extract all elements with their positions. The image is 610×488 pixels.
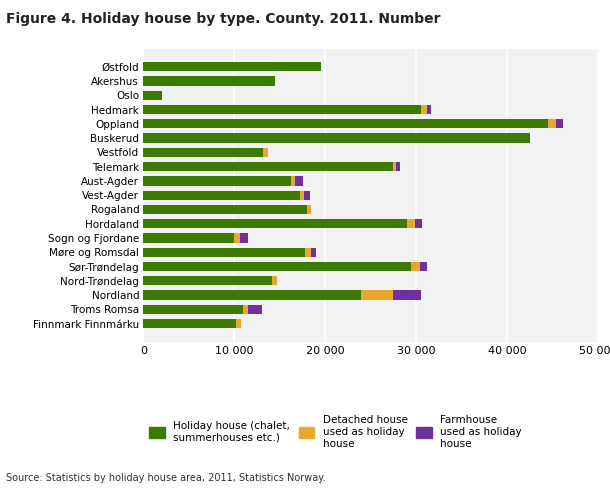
Text: Figure 4. Holiday house by type. County. 2011. Number: Figure 4. Holiday house by type. County.…: [6, 12, 440, 26]
Bar: [393, 162, 396, 171]
Bar: [143, 219, 407, 228]
Bar: [304, 190, 310, 200]
Bar: [234, 233, 240, 243]
Bar: [420, 262, 427, 271]
Bar: [427, 105, 431, 114]
Bar: [143, 276, 273, 285]
Bar: [362, 290, 393, 300]
Bar: [243, 305, 248, 314]
Bar: [143, 119, 548, 128]
Bar: [143, 62, 321, 71]
Bar: [143, 91, 162, 100]
Bar: [407, 219, 415, 228]
Bar: [305, 247, 312, 257]
Bar: [556, 119, 563, 128]
Bar: [143, 262, 412, 271]
Bar: [548, 119, 556, 128]
Bar: [264, 148, 268, 157]
Bar: [412, 262, 420, 271]
Bar: [307, 205, 312, 214]
Bar: [143, 290, 362, 300]
Bar: [312, 247, 316, 257]
Bar: [143, 205, 307, 214]
Legend: Holiday house (chalet,
summerhouses etc.), Detached house
used as holiday
house,: Holiday house (chalet, summerhouses etc.…: [149, 415, 522, 448]
Bar: [143, 233, 234, 243]
Bar: [143, 319, 236, 328]
Bar: [248, 305, 262, 314]
Bar: [143, 190, 300, 200]
Bar: [143, 162, 393, 171]
Bar: [290, 176, 295, 185]
Bar: [143, 148, 264, 157]
Bar: [240, 233, 248, 243]
Text: Source: Statistics by holiday house area, 2011, Statistics Norway.: Source: Statistics by holiday house area…: [6, 473, 326, 483]
Bar: [396, 162, 400, 171]
Bar: [143, 247, 305, 257]
Bar: [415, 219, 422, 228]
Bar: [143, 105, 420, 114]
Bar: [393, 290, 420, 300]
Bar: [236, 319, 240, 328]
Bar: [143, 134, 529, 143]
Bar: [300, 190, 304, 200]
Bar: [143, 77, 275, 86]
Bar: [143, 305, 243, 314]
Bar: [143, 176, 290, 185]
Bar: [273, 276, 277, 285]
Bar: [420, 105, 427, 114]
Bar: [295, 176, 303, 185]
